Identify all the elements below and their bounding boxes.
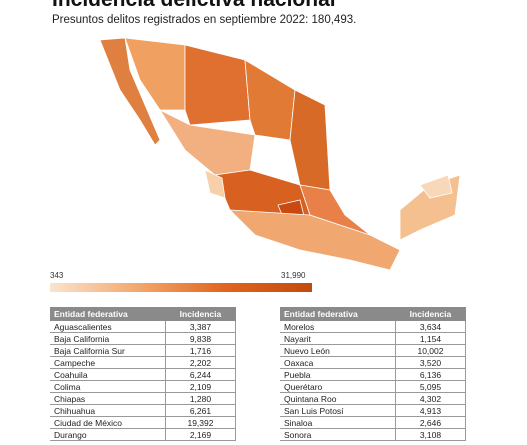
state-cell: Campeche (50, 356, 166, 369)
table-row: Morelos 3,634 (280, 321, 467, 333)
table-row: Coahuila 6,244 (50, 368, 237, 381)
incidence-cell: 5,095 (394, 380, 467, 393)
state-cell: Querétaro (280, 380, 396, 393)
incidence-cell: 1,716 (164, 344, 237, 357)
region (204, 169, 226, 199)
state-cell: Baja California (50, 332, 166, 345)
region (299, 184, 371, 236)
state-cell: Oaxaca (280, 356, 396, 369)
legend-gradient (50, 283, 312, 292)
table-row: Puebla 6,136 (280, 368, 467, 381)
incidence-cell: 6,136 (394, 368, 467, 381)
table-row: San Luis Potosí 4,913 (280, 404, 467, 417)
table-row: Baja California 9,838 (50, 332, 237, 345)
column-header: Incidencia (165, 307, 236, 321)
table-row: Nuevo León 10,002 (280, 344, 467, 357)
state-cell: Morelos (280, 321, 396, 333)
legend-min: 343 (50, 271, 64, 280)
region (244, 59, 296, 141)
subtitle: Presuntos delitos registrados en septiem… (52, 14, 357, 26)
state-cell: Durango (50, 428, 166, 441)
region (228, 209, 401, 271)
incidence-cell: 3,520 (394, 356, 467, 369)
incidence-cell: 3,634 (394, 321, 467, 333)
incidence-cell: 9,838 (164, 332, 237, 345)
header-row: Entidad federativa Incidencia (280, 307, 466, 321)
table-row: Chiapas 1,280 (50, 392, 237, 405)
data-table: Entidad federativa Incidencia Aguascalient… (50, 307, 237, 441)
table-row: Colima 2,109 (50, 380, 237, 393)
table-row: Nayarit 1,154 (280, 332, 467, 345)
column-header: Entidad federativa (280, 307, 396, 321)
table-row: Durango 2,169 (50, 428, 237, 441)
state-cell: Chihuahua (50, 404, 166, 417)
column-header: Incidencia (395, 307, 466, 321)
legend-max: 31,990 (281, 271, 306, 280)
state-cell: Nayarit (280, 332, 396, 345)
incidence-cell: 4,913 (394, 404, 467, 417)
map (99, 37, 461, 271)
table-row: Oaxaca 3,520 (280, 356, 467, 369)
region (124, 37, 186, 111)
table-row: Chihuahua 6,261 (50, 404, 237, 417)
incidence-cell: 1,154 (394, 332, 467, 345)
column-header: Entidad federativa (50, 307, 166, 321)
state-cell: Puebla (280, 368, 396, 381)
state-cell: Baja California Sur (50, 344, 166, 357)
incidence-cell: 6,244 (164, 368, 237, 381)
state-cell: Coahuila (50, 368, 166, 381)
incidence-cell: 10,002 (394, 344, 467, 357)
incidence-cell: 1,280 (164, 392, 237, 405)
incidence-cell: 3,108 (394, 428, 467, 441)
region (289, 89, 331, 191)
data-table: Entidad federativa Incidencia Morelos 3,634… (280, 307, 467, 441)
table-row: Sinaloa 2,646 (280, 416, 467, 429)
region (184, 44, 251, 126)
state-cell: Ciudad de México (50, 416, 166, 429)
title: Incidencia delictiva nacional (52, 0, 336, 12)
table-row: Querétaro 5,095 (280, 380, 467, 393)
region (99, 37, 161, 146)
incidence-cell: 19,392 (164, 416, 237, 429)
table-row: Aguascalientes 3,387 (50, 321, 237, 333)
state-cell: Sonora (280, 428, 396, 441)
incidence-cell: 3,387 (164, 321, 237, 333)
state-cell: Quintana Roo (280, 392, 396, 405)
state-cell: Nuevo León (280, 344, 396, 357)
state-cell: Colima (50, 380, 166, 393)
table-row: Ciudad de México 19,392 (50, 416, 237, 429)
table-row: Quintana Roo 4,302 (280, 392, 467, 405)
table-row: Baja California Sur 1,716 (50, 344, 237, 357)
state-cell: Sinaloa (280, 416, 396, 429)
region (419, 174, 453, 199)
state-cell: San Luis Potosí (280, 404, 396, 417)
incidence-cell: 4,302 (394, 392, 467, 405)
header-row: Entidad federativa Incidencia (50, 307, 236, 321)
incidence-cell: 2,169 (164, 428, 237, 441)
table-row: Campeche 2,202 (50, 356, 237, 369)
incidence-cell: 2,202 (164, 356, 237, 369)
incidence-cell: 2,109 (164, 380, 237, 393)
table-row: Sonora 3,108 (280, 428, 467, 441)
incidence-cell: 6,261 (164, 404, 237, 417)
state-cell: Aguascalientes (50, 321, 166, 333)
incidence-cell: 2,646 (394, 416, 467, 429)
state-cell: Chiapas (50, 392, 166, 405)
